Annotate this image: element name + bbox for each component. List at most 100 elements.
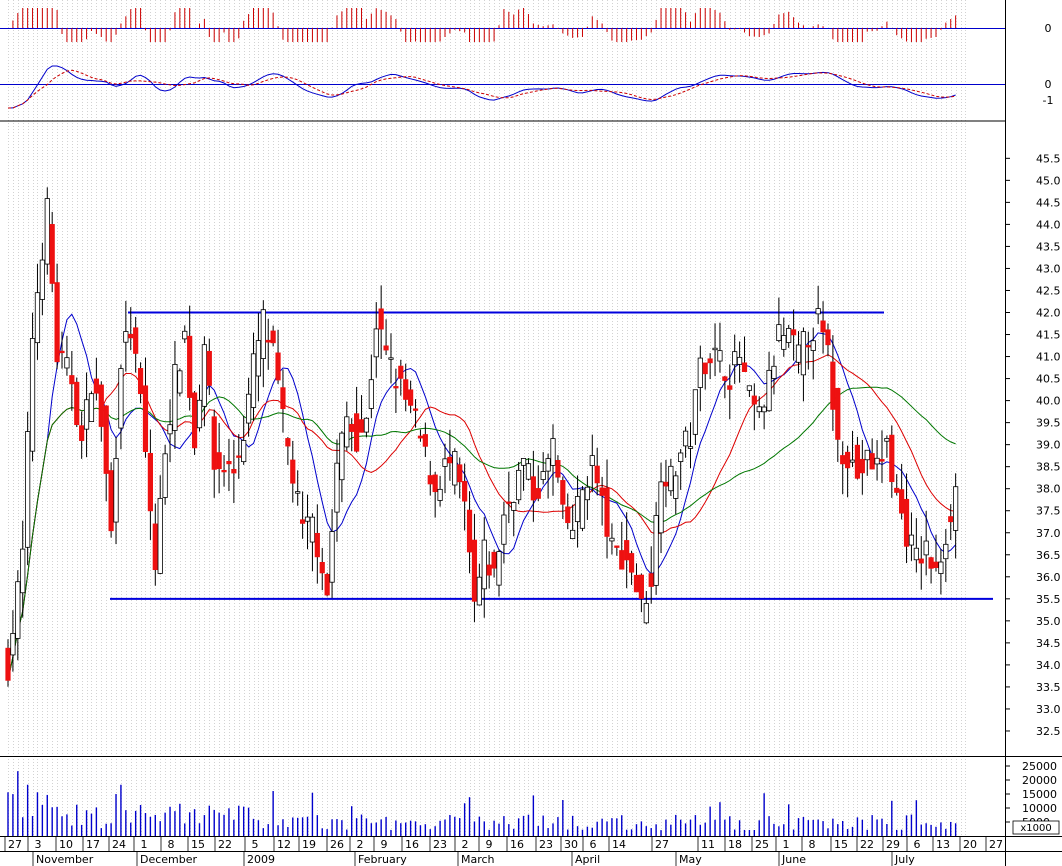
month-label: November — [36, 853, 94, 866]
month-label: February — [358, 853, 407, 866]
candle-body — [285, 438, 291, 447]
candle-body — [452, 451, 458, 486]
price-tick-label: 43.0 — [1036, 262, 1061, 275]
day-label: 6 — [914, 838, 921, 851]
month-label: April — [575, 853, 600, 866]
candle-body — [520, 458, 527, 466]
day-label: 15 — [191, 838, 205, 851]
price-tick-label: 40.0 — [1036, 395, 1061, 408]
price-tick-label: 35.0 — [1036, 615, 1061, 628]
day-label: 27 — [989, 838, 1003, 851]
candle-body — [260, 309, 266, 359]
candle-body — [398, 365, 404, 379]
candle-body — [781, 335, 787, 350]
candle-body — [810, 340, 816, 351]
candle-body — [437, 488, 443, 501]
candle-body — [638, 574, 644, 599]
day-label: 25 — [755, 838, 769, 851]
candle-body — [943, 543, 949, 560]
candle-body — [746, 385, 753, 391]
candle-body — [147, 452, 153, 512]
candle-body — [118, 368, 124, 429]
day-label: 14 — [612, 838, 626, 851]
candle-body — [545, 458, 551, 472]
price-tick-label: 36.0 — [1036, 571, 1061, 584]
candle-body — [59, 350, 65, 354]
candle-body — [643, 603, 649, 624]
candle-body — [442, 458, 448, 467]
candle-body — [295, 491, 301, 494]
candle-body — [15, 581, 21, 639]
candle-body — [869, 453, 875, 470]
candle-body — [874, 457, 880, 465]
candle-body — [614, 545, 620, 548]
price-axis: 32.5 33.0 33.5 34.0 34.5 35.0 35.5 36.0 36.5 37.0… — [1005, 22, 1061, 835]
oscillator-panel — [7, 65, 956, 109]
candle-body — [692, 389, 699, 435]
day-label: 26 — [330, 838, 344, 851]
candle-body — [574, 496, 581, 523]
candle-body — [344, 416, 350, 448]
candle-body — [491, 551, 497, 569]
candle-body — [506, 501, 512, 504]
candle-body — [462, 481, 468, 502]
candle-body — [516, 469, 522, 501]
candle-body — [417, 435, 424, 439]
candle-body — [712, 347, 718, 351]
candle-body — [5, 647, 11, 681]
price-tick-label: 37.5 — [1036, 505, 1061, 518]
candle-body — [69, 375, 75, 385]
candle-body — [830, 361, 836, 410]
price-tick-label: 43.5 — [1036, 240, 1061, 253]
month-label: May — [679, 853, 702, 866]
candle-body — [903, 498, 910, 547]
candle-body — [594, 465, 600, 484]
candle-body — [697, 357, 703, 388]
candle-body — [162, 453, 168, 498]
candle-body — [849, 459, 856, 463]
candle-body — [795, 344, 802, 363]
ma-medium-line — [7, 354, 956, 681]
candle-body — [29, 338, 36, 452]
oscillator-main-line — [7, 65, 956, 109]
candle-body — [83, 399, 90, 430]
month-label: July — [894, 853, 915, 866]
oscillator-signal-line — [7, 69, 956, 109]
candle-body — [496, 551, 502, 586]
candle-body — [835, 387, 841, 440]
oscillator-axis-label: -1 — [1043, 94, 1054, 107]
candle-body — [948, 516, 954, 523]
price-tick-label: 41.0 — [1036, 351, 1061, 364]
day-label: 29 — [886, 838, 900, 851]
candle-body — [756, 406, 762, 413]
price-tick-label: 38.0 — [1036, 483, 1061, 496]
candle-body — [349, 423, 355, 432]
candle-body — [270, 330, 276, 344]
candle-body — [658, 481, 664, 534]
candle-body — [403, 379, 409, 400]
volume-panel — [7, 771, 957, 836]
candle-body — [648, 573, 654, 587]
candle-body — [157, 497, 163, 574]
candle-body — [339, 432, 345, 481]
candle-body — [511, 502, 517, 511]
candle-body — [732, 351, 738, 366]
candle-body — [628, 553, 635, 573]
price-tick-label: 38.5 — [1036, 461, 1061, 474]
candle-body — [275, 352, 281, 381]
candle-body — [584, 486, 590, 501]
day-label: 9 — [381, 838, 388, 851]
candle-body — [678, 452, 684, 462]
price-tick-label: 36.5 — [1036, 549, 1061, 562]
candle-body — [226, 461, 232, 465]
day-label: 3 — [35, 838, 42, 851]
candle-body — [570, 529, 576, 540]
candle-body — [565, 506, 571, 524]
candle-body — [555, 460, 561, 478]
candle-body — [49, 224, 55, 284]
month-label: December — [140, 853, 198, 866]
candle-body — [44, 198, 50, 265]
day-label: 6 — [590, 838, 597, 851]
day-label: 22 — [218, 838, 232, 851]
